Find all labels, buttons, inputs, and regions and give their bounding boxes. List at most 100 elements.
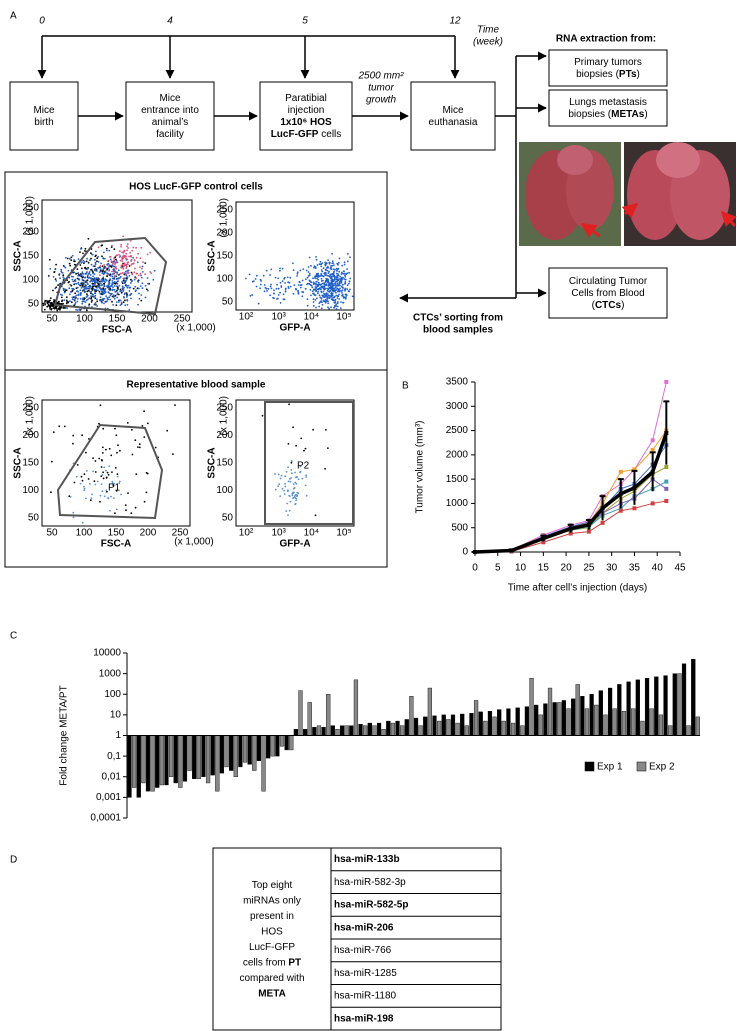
event-dot bbox=[127, 284, 130, 287]
event-dot bbox=[107, 291, 110, 293]
event-dot bbox=[278, 483, 281, 485]
bar bbox=[219, 735, 225, 774]
series-line bbox=[474, 478, 667, 553]
event-dot bbox=[245, 277, 247, 280]
event-dot bbox=[107, 262, 110, 265]
event-dot bbox=[81, 521, 84, 524]
text-segment: PT bbox=[288, 957, 301, 968]
event-dot bbox=[129, 239, 132, 242]
event-dot bbox=[113, 275, 116, 278]
y-tick-label: 3000 bbox=[446, 401, 469, 412]
event-dot bbox=[294, 496, 297, 499]
event-dot bbox=[121, 285, 124, 288]
event-dot bbox=[86, 287, 89, 290]
event-dot bbox=[80, 274, 82, 277]
event-dot bbox=[125, 292, 128, 295]
event-dot bbox=[72, 442, 74, 445]
event-dot bbox=[109, 298, 111, 301]
event-dot bbox=[104, 287, 107, 290]
event-dot bbox=[53, 299, 55, 301]
event-dot bbox=[108, 249, 111, 252]
event-dot bbox=[340, 285, 343, 288]
event-dot bbox=[101, 284, 104, 286]
event-dot bbox=[113, 497, 115, 499]
event-dot bbox=[114, 265, 117, 268]
event-dot bbox=[292, 492, 294, 495]
tick-label: 200 bbox=[140, 528, 157, 539]
event-dot bbox=[327, 287, 330, 290]
bar bbox=[621, 711, 627, 736]
event-dot bbox=[83, 287, 86, 289]
event-dot bbox=[340, 301, 342, 303]
event-dot bbox=[292, 483, 295, 485]
event-dot bbox=[138, 446, 141, 449]
event-dot bbox=[122, 265, 125, 267]
event-dot bbox=[90, 290, 93, 293]
series-line bbox=[474, 466, 667, 553]
event-dot bbox=[116, 254, 119, 257]
point bbox=[618, 469, 623, 474]
bar bbox=[261, 735, 266, 792]
event-dot bbox=[52, 431, 55, 434]
event-dot bbox=[301, 279, 304, 282]
point bbox=[600, 506, 605, 511]
event-dot bbox=[131, 453, 134, 456]
tick-label: 10³ bbox=[271, 528, 286, 539]
bar bbox=[520, 725, 525, 736]
text-segment: META bbox=[258, 988, 286, 999]
event-dot bbox=[124, 270, 127, 273]
event-dot bbox=[80, 248, 82, 250]
event-dot bbox=[322, 275, 325, 278]
series-line bbox=[474, 381, 667, 553]
event-dot bbox=[308, 273, 311, 275]
event-dot bbox=[92, 457, 94, 459]
bar bbox=[413, 717, 419, 736]
event-dot bbox=[78, 308, 81, 311]
event-dot bbox=[91, 493, 93, 496]
bar bbox=[501, 720, 506, 736]
event-dot bbox=[336, 305, 339, 308]
growth-note: growth bbox=[366, 95, 396, 106]
bar bbox=[547, 687, 553, 736]
event-dot bbox=[91, 270, 94, 272]
event-dot bbox=[295, 444, 297, 447]
event-dot bbox=[287, 514, 289, 516]
tick-label: 100 bbox=[76, 314, 93, 325]
bar bbox=[575, 684, 580, 736]
tick-label: 150 bbox=[108, 528, 125, 539]
event-dot bbox=[79, 297, 82, 300]
event-dot bbox=[325, 277, 328, 280]
event-dot bbox=[132, 256, 135, 259]
sample-text: (CTCs) bbox=[592, 300, 625, 311]
event-dot bbox=[50, 303, 53, 306]
event-dot bbox=[63, 299, 66, 301]
event-dot bbox=[111, 275, 114, 278]
event-dot bbox=[141, 265, 144, 268]
series-line bbox=[474, 444, 667, 553]
event-dot bbox=[333, 282, 335, 285]
event-dot bbox=[100, 282, 102, 285]
event-dot bbox=[332, 268, 335, 271]
bar bbox=[330, 725, 335, 736]
event-dot bbox=[73, 259, 75, 261]
event-dot bbox=[70, 275, 73, 278]
bar bbox=[589, 694, 594, 736]
event-dot bbox=[314, 286, 317, 288]
event-dot bbox=[138, 287, 140, 290]
event-dot bbox=[129, 293, 132, 296]
bar bbox=[423, 716, 428, 736]
event-dot bbox=[114, 263, 116, 266]
event-dot bbox=[73, 299, 76, 301]
event-dot bbox=[124, 504, 127, 506]
event-dot bbox=[140, 274, 142, 277]
tick-label: 200 bbox=[22, 430, 39, 441]
event-dot bbox=[106, 268, 108, 271]
event-dot bbox=[305, 278, 307, 281]
event-dot bbox=[330, 306, 332, 309]
event-dot bbox=[62, 302, 64, 305]
event-dot bbox=[327, 302, 330, 305]
event-dot bbox=[88, 290, 91, 293]
event-dot bbox=[330, 275, 333, 278]
event-dot bbox=[334, 295, 336, 298]
event-dot bbox=[102, 276, 105, 279]
